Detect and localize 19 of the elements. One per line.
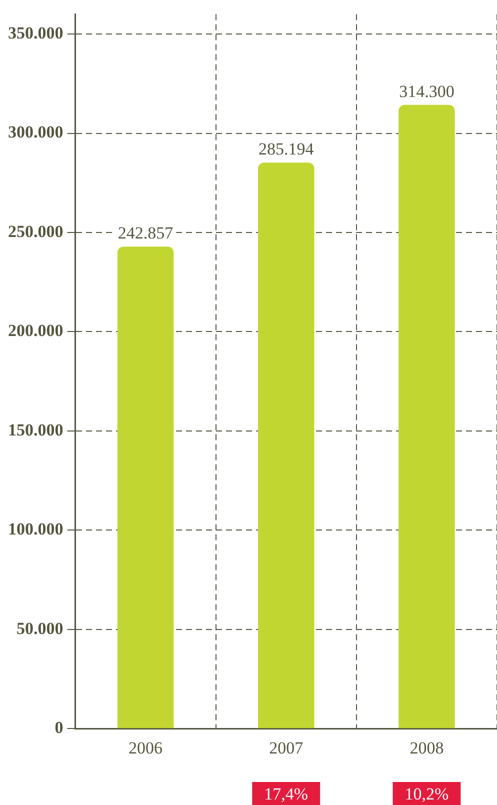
x-tick-label: 2008 — [410, 738, 444, 758]
text: 10,2% — [404, 784, 449, 804]
y-tick-label: 250.000 — [8, 222, 64, 241]
y-tick-label: 350.000 — [8, 23, 64, 42]
y-tick-label: 0 — [54, 718, 64, 737]
x-tick-label: 2006 — [128, 738, 163, 758]
data-label: 242.857 — [118, 224, 174, 243]
data-label: 285.194 — [258, 140, 314, 159]
bar — [398, 104, 455, 728]
y-tick-label: 150.000 — [8, 420, 64, 440]
y-tick-label: 50.000 — [16, 618, 64, 638]
text: 17,4% — [264, 784, 308, 804]
bar — [258, 162, 314, 728]
x-tick-label: 2007 — [269, 738, 304, 758]
y-tick-label: 300.000 — [8, 122, 64, 142]
y-tick-label: 200.000 — [8, 321, 64, 340]
bar — [117, 246, 174, 728]
y-tick-label: 100.000 — [8, 520, 64, 539]
data-label: 314.300 — [399, 82, 454, 101]
